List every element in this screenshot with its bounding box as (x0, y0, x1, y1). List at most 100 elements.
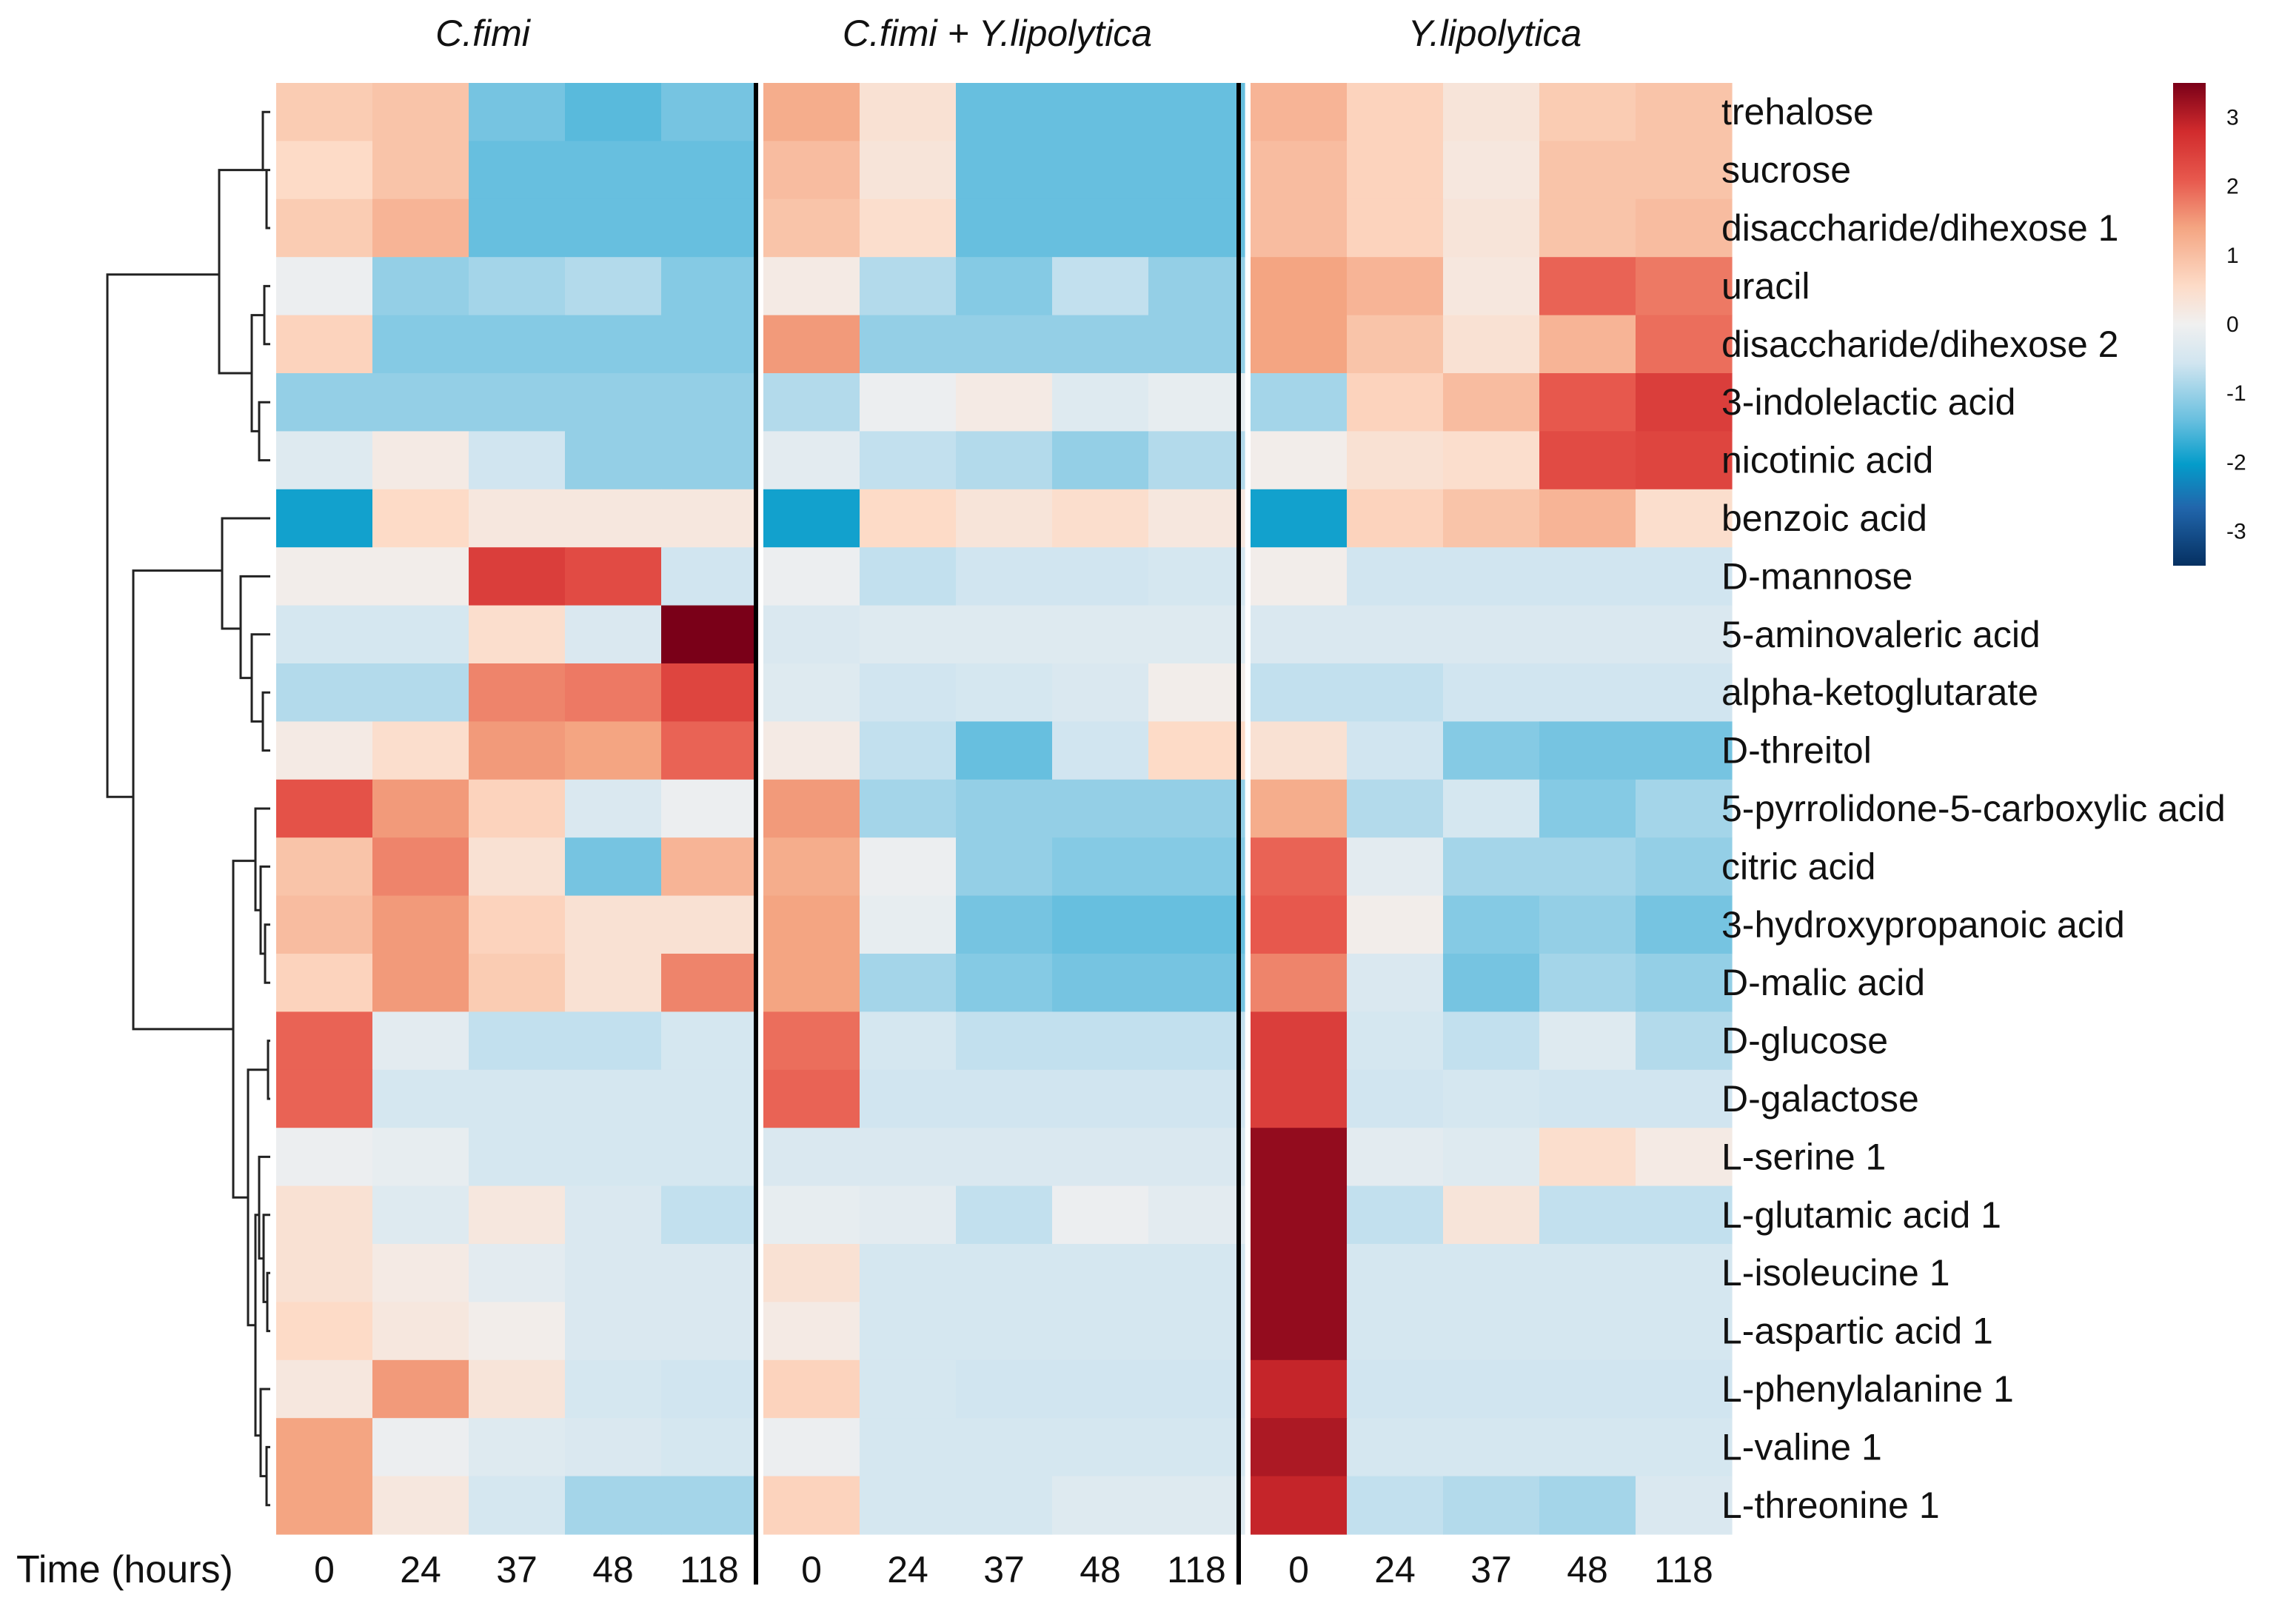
heatmap-cell (372, 1302, 469, 1361)
heatmap-cell (1636, 837, 1733, 897)
row-dendrogram (106, 110, 270, 1507)
colorbar-tick-label: -1 (2226, 381, 2246, 406)
heatmap-cell (661, 373, 758, 432)
heatmap-cell (372, 1244, 469, 1302)
heatmap-cell (565, 1418, 662, 1477)
group-title: C.fimi + Y.lipolytica (843, 13, 1152, 54)
heatmap-cell (860, 1244, 957, 1302)
heatmap-cell (661, 605, 758, 664)
heatmap-cell (469, 198, 566, 258)
heatmap-cell (1052, 1476, 1149, 1535)
heatmap-cell (763, 141, 860, 200)
heatmap-cell (763, 1302, 860, 1361)
heatmap-cell (1251, 141, 1348, 200)
heatmap-cell (956, 489, 1053, 548)
heatmap-cell (661, 141, 758, 200)
heatmap-cell (565, 779, 662, 838)
heatmap-cell (1052, 895, 1149, 954)
heatmap-cell (860, 1302, 957, 1361)
heatmap-cell (1539, 1069, 1636, 1128)
heatmap-cell (1148, 1418, 1245, 1477)
heatmap-cell (860, 663, 957, 722)
heatmap-cell (1148, 837, 1245, 897)
row-label: 3-indolelactic acid (1721, 381, 2015, 423)
heatmap-cell (661, 315, 758, 374)
heatmap-cell (1636, 83, 1733, 141)
x-axis-ticks: 0 24 37 48 118 0 24 37 48 118 0 24 37 48 118 (314, 1549, 1713, 1590)
heatmap-cell (1443, 837, 1540, 897)
heatmap-cell (1443, 1069, 1540, 1128)
heatmap-cell (565, 1359, 662, 1419)
heatmap-cell (1539, 141, 1636, 200)
heatmap-cell (1347, 547, 1444, 606)
heatmap-cell (1251, 489, 1348, 548)
heatmap-cell (956, 1302, 1053, 1361)
heatmap-cell (1539, 373, 1636, 432)
heatmap-cell (661, 1011, 758, 1071)
heatmap-cell (956, 83, 1053, 141)
x-axis-title: Time (hours) (16, 1548, 233, 1591)
heatmap-cell (956, 1011, 1053, 1071)
heatmap-cell (1443, 954, 1540, 1012)
heatmap-cell (372, 373, 469, 432)
heatmap-cell (565, 837, 662, 897)
heatmap-cell (565, 605, 662, 664)
heatmap-cell (276, 1185, 373, 1245)
heatmap-cell (1052, 198, 1149, 258)
row-label: D-threitol (1721, 730, 1872, 772)
heatmap-cell (1251, 1244, 1348, 1302)
heatmap-cell (469, 431, 566, 490)
heatmap-cell (1636, 257, 1733, 316)
heatmap-cell (956, 605, 1053, 664)
heatmap-cell (469, 837, 566, 897)
colorbar-tick-label: 0 (2226, 312, 2239, 337)
heatmap-cell (1539, 1476, 1636, 1535)
heatmap-cell (1443, 1185, 1540, 1245)
heatmap-cell (1443, 141, 1540, 200)
heatmap-cell (469, 1418, 566, 1477)
heatmap-cell (1251, 373, 1348, 432)
heatmap-cell (1347, 1244, 1444, 1302)
heatmap-cell (276, 1011, 373, 1071)
heatmap-cell (565, 721, 662, 780)
heatmap-cell (1539, 198, 1636, 258)
x-tick-label: 37 (496, 1549, 538, 1590)
heatmap-cell (956, 141, 1053, 200)
heatmap-cell (276, 605, 373, 664)
heatmap-cell (1443, 605, 1540, 664)
heatmap-cell (276, 257, 373, 316)
heatmap-cell (860, 1128, 957, 1187)
heatmap-cell (372, 1476, 469, 1535)
x-tick-label: 118 (1167, 1549, 1226, 1590)
heatmap-cell (1251, 1302, 1348, 1361)
colorbar-tick-label: 3 (2226, 106, 2239, 130)
heatmap-cell (1636, 489, 1733, 548)
dendrogram-branch (232, 860, 255, 1199)
heatmap-cell (372, 779, 469, 838)
heatmap-cell (661, 895, 758, 954)
row-label: D-mannose (1721, 555, 1912, 597)
heatmap-cell (276, 1128, 373, 1187)
heatmap-cell (1148, 895, 1245, 954)
heatmap-cell (372, 1128, 469, 1187)
heatmap-cell (1052, 141, 1149, 200)
heatmap-cell (469, 1185, 566, 1245)
heatmap-cell (956, 547, 1053, 606)
heatmap-cell (860, 1185, 957, 1245)
heatmap-cell (372, 489, 469, 548)
heatmap-cell (661, 1302, 758, 1361)
heatmap-cell (860, 431, 957, 490)
heatmap-cell (763, 83, 860, 141)
heatmap-cell (1539, 779, 1636, 838)
heatmap-cell (565, 83, 662, 141)
heatmap-cell (661, 489, 758, 548)
heatmap-cell (565, 1069, 662, 1128)
heatmap-cell (1347, 837, 1444, 897)
heatmap-cell (372, 954, 469, 1012)
heatmap-cell (276, 721, 373, 780)
heatmap-cell (372, 663, 469, 722)
heatmap-cell (956, 1128, 1053, 1187)
heatmap-cell (565, 954, 662, 1012)
x-tick-label: 48 (1567, 1549, 1608, 1590)
